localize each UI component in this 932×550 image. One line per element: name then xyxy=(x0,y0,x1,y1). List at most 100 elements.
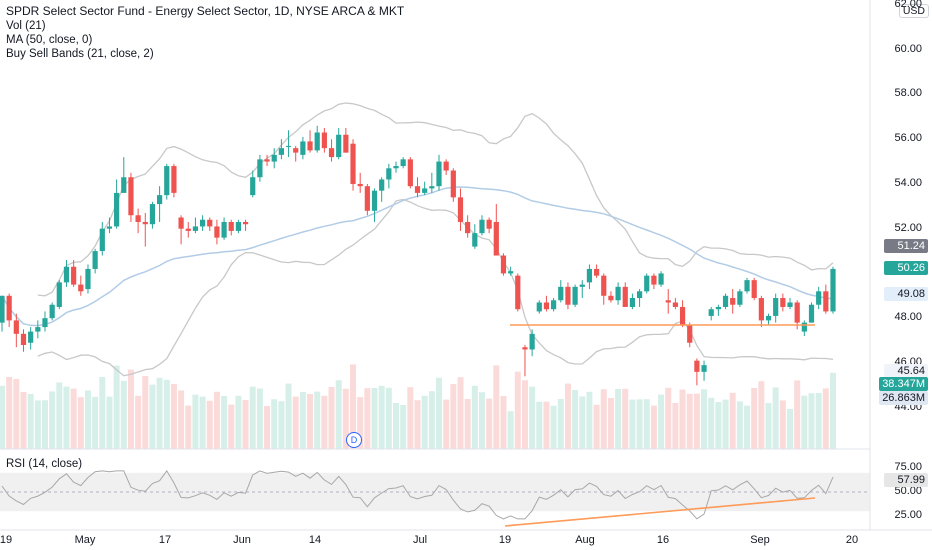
candle-body xyxy=(601,275,607,296)
ma-legend[interactable]: MA (50, close, 0) xyxy=(6,34,93,46)
volume-bar xyxy=(579,396,586,449)
price-axis-label: 52.00 xyxy=(894,221,922,234)
volume-bar xyxy=(736,401,743,449)
candle xyxy=(42,311,48,332)
candle xyxy=(35,320,41,339)
volume-bar xyxy=(779,400,786,449)
candle xyxy=(221,217,227,240)
volume-bar xyxy=(256,388,263,449)
volume-bar xyxy=(113,365,120,449)
candle xyxy=(250,170,256,198)
candle xyxy=(744,277,750,294)
candle xyxy=(486,217,492,234)
candle-body xyxy=(522,347,528,350)
volume-bar xyxy=(285,383,292,449)
candle xyxy=(85,264,91,294)
volume-bar xyxy=(120,380,127,449)
candle-body xyxy=(629,298,636,307)
volume-bar xyxy=(521,380,528,449)
volume-bar xyxy=(364,388,371,449)
volume-bar xyxy=(815,393,822,449)
candle-body xyxy=(565,286,571,305)
volume-bar xyxy=(70,388,77,449)
volume-bar xyxy=(56,382,63,449)
dividend-marker[interactable]: D xyxy=(346,432,362,448)
candle xyxy=(801,320,807,337)
volume-bar xyxy=(550,405,557,449)
vol-legend[interactable]: Vol (21) xyxy=(6,20,46,32)
volume-bar xyxy=(450,384,457,449)
candle xyxy=(529,329,535,357)
candle-body xyxy=(765,315,772,321)
ma-tag: 49.08 xyxy=(884,287,928,301)
volume-bar xyxy=(572,390,579,449)
candle xyxy=(558,280,564,303)
volume-bar xyxy=(593,404,600,449)
price-axis-label: 56.00 xyxy=(894,132,922,145)
rsi-legend[interactable]: RSI (14, close) xyxy=(6,458,83,470)
candle-body xyxy=(250,177,256,196)
candle-body xyxy=(658,273,664,285)
candle-body xyxy=(665,300,671,303)
time-axis-label: 19 xyxy=(498,534,512,546)
candle-body xyxy=(694,360,700,372)
candle xyxy=(393,161,399,173)
volume-bar xyxy=(787,409,794,449)
candle-body xyxy=(56,282,62,307)
volume-bar xyxy=(650,405,657,449)
candle-body xyxy=(78,284,84,292)
candle xyxy=(593,264,600,278)
candle-body xyxy=(808,304,815,323)
candle-body xyxy=(672,302,678,307)
volume-bar xyxy=(715,402,722,449)
candle-body xyxy=(314,132,320,151)
candle-body xyxy=(171,166,177,193)
candle xyxy=(773,293,779,323)
candle xyxy=(816,286,822,310)
candle xyxy=(278,139,284,160)
candle xyxy=(242,219,249,231)
price-axis-label: 58.00 xyxy=(894,87,922,100)
candle-body xyxy=(393,166,399,169)
volume-bar xyxy=(400,405,407,449)
candle-body xyxy=(543,302,550,310)
candle-body xyxy=(715,306,721,310)
candle xyxy=(543,295,550,312)
candle xyxy=(20,329,27,352)
candle xyxy=(307,130,313,153)
volume-bar xyxy=(665,387,672,449)
candle-body xyxy=(816,291,822,305)
volume-bar xyxy=(213,391,220,449)
candle-body xyxy=(443,161,449,171)
volume-bars xyxy=(0,364,836,449)
candle-body xyxy=(307,141,313,151)
volume-bar xyxy=(751,388,758,449)
candle xyxy=(379,177,385,202)
volume-bar xyxy=(278,401,285,449)
time-axis-label: 20 xyxy=(845,534,859,546)
volume-bar xyxy=(722,399,729,449)
candle xyxy=(328,139,335,162)
candle-body xyxy=(321,132,327,149)
candle-body xyxy=(422,188,428,193)
volume-bar xyxy=(636,399,643,449)
volume-bar xyxy=(428,391,435,449)
candle-body xyxy=(830,268,836,312)
candle-body xyxy=(386,168,392,180)
candle-body xyxy=(257,159,263,178)
candle-body xyxy=(472,233,478,247)
candle xyxy=(515,273,521,312)
candle-body xyxy=(379,179,385,191)
currency-badge[interactable]: USD xyxy=(898,4,929,18)
candle-body xyxy=(515,275,521,310)
volume-bar xyxy=(307,394,314,449)
bands-legend[interactable]: Buy Sell Bands (21, close, 2) xyxy=(6,48,154,60)
candle-body xyxy=(92,251,98,269)
volume-bar xyxy=(615,389,622,449)
candle-body xyxy=(71,266,77,285)
volume-bar xyxy=(63,386,70,449)
candle-body xyxy=(744,280,750,292)
volume-bar xyxy=(758,381,765,449)
candle-body xyxy=(63,266,70,283)
